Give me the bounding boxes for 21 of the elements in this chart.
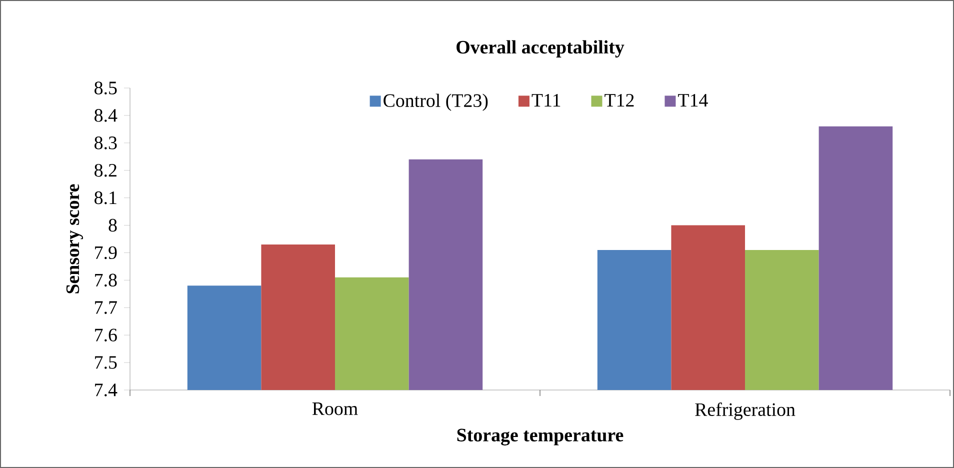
x-tick-label: Refrigeration — [695, 402, 796, 420]
y-tick-label: 8 — [108, 218, 117, 232]
legend-label: T14 — [678, 94, 708, 107]
legend-label: T12 — [604, 94, 634, 107]
legend-label: T11 — [532, 94, 560, 107]
x-tick-label: Room — [312, 402, 358, 416]
legend-label: Control (T23) — [384, 94, 488, 111]
y-tick-label: 8.1 — [94, 191, 116, 204]
y-tick-label: 8.4 — [94, 109, 118, 122]
chart-title: Overall acceptability — [456, 40, 624, 58]
y-axis-title: Sensory score — [66, 184, 84, 294]
y-tick-label: 7.6 — [95, 328, 117, 342]
y-tick-label: 7.7 — [95, 301, 117, 314]
y-tick-label: 8.3 — [94, 136, 117, 150]
y-tick-label: 7.8 — [95, 274, 117, 287]
x-axis-title: Storage temperature — [457, 428, 624, 446]
y-tick-label: 7.9 — [95, 246, 117, 260]
y-tick-label: 7.5 — [95, 356, 117, 369]
y-tick-label: 7.4 — [95, 384, 118, 396]
y-tick-label: 8.5 — [94, 82, 117, 94]
y-tick-label: 8.2 — [94, 164, 116, 177]
